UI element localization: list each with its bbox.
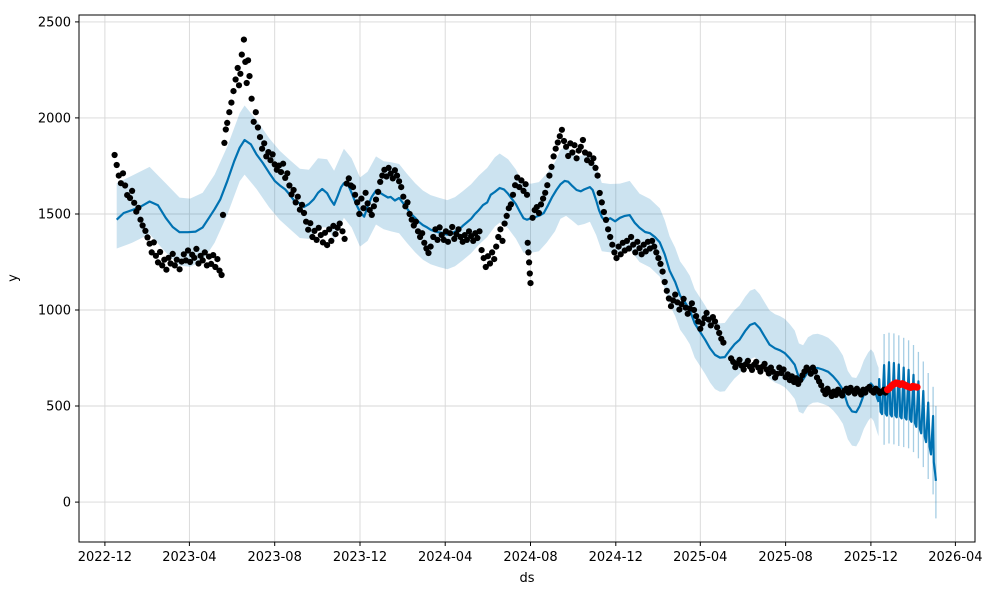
- uncertainty-band: [116, 105, 879, 447]
- x-tick-label: 2024-08: [503, 550, 557, 565]
- x-tick-label: 2026-04: [928, 550, 982, 565]
- y-tick-label: 500: [46, 400, 71, 415]
- grid-lines: [79, 15, 975, 542]
- x-tick-label: 2025-12: [844, 550, 898, 565]
- y-tick-label: 1500: [38, 208, 71, 223]
- y-tick-label: 2000: [38, 111, 71, 126]
- x-tick-label: 2023-12: [333, 550, 387, 565]
- forecast-tail-line: [877, 361, 937, 482]
- x-tick-label: 2025-04: [673, 550, 727, 565]
- x-axis-label: ds: [519, 571, 534, 586]
- plot-border: [78, 14, 976, 543]
- history-points: [111, 36, 889, 400]
- y-tick-label: 0: [63, 496, 71, 511]
- y-tick-label: 1000: [38, 304, 71, 319]
- recent-points-red: [884, 379, 921, 394]
- tick-labels: 2022-12 2023-04 2023-08 2023-12 2024-04 2024-…: [38, 15, 983, 565]
- x-tick-label: 2023-08: [248, 550, 302, 565]
- y-axis-label: y: [6, 274, 21, 282]
- x-tick-label: 2024-04: [418, 550, 472, 565]
- tick-marks: [75, 21, 956, 546]
- x-tick-label: 2023-04: [162, 550, 216, 565]
- x-tick-label: 2024-12: [589, 550, 643, 565]
- x-tick-label: 2025-08: [758, 550, 812, 565]
- x-tick-label: 2022-12: [78, 550, 132, 565]
- y-tick-label: 2500: [38, 15, 71, 30]
